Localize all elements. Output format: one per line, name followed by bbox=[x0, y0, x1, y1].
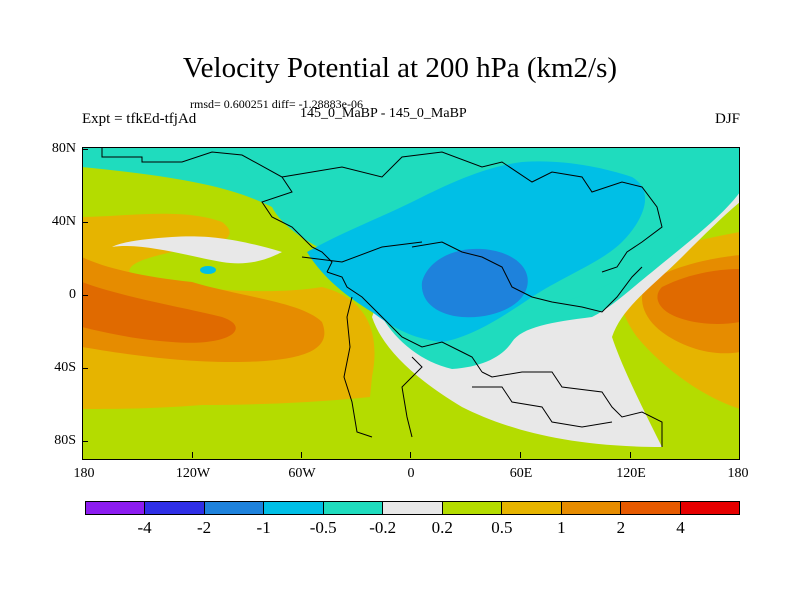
y-tick bbox=[82, 441, 88, 442]
period-label: 145_0_MaBP - 145_0_MaBP bbox=[300, 106, 467, 121]
colorbar-label: -1 bbox=[256, 518, 271, 537]
x-label-120w: 120W bbox=[175, 466, 211, 481]
field-level-minus-1 bbox=[421, 248, 528, 318]
colorbar-label: -4 bbox=[137, 518, 152, 537]
experiment-label: Expt = tfkEd-tfjAd bbox=[82, 111, 197, 127]
x-tick bbox=[301, 452, 302, 458]
colorbar-label: 0.2 bbox=[431, 518, 453, 537]
y-tick bbox=[82, 295, 88, 296]
x-label-0: 0 bbox=[407, 466, 415, 481]
y-tick bbox=[82, 149, 88, 150]
season-label: DJF bbox=[714, 111, 740, 127]
field-level-1-2-east-core bbox=[657, 269, 740, 324]
map-frame bbox=[82, 147, 740, 460]
colorbar-swatch bbox=[442, 501, 503, 515]
y-label-80n: 80N bbox=[51, 141, 76, 156]
y-label-0: 0 bbox=[69, 287, 76, 302]
y-label-80s: 80S bbox=[54, 433, 76, 448]
x-label-180-west: 180 bbox=[73, 466, 95, 481]
colorbar-label: 0.5 bbox=[491, 518, 513, 537]
plot-title: Velocity Potential at 200 hPa (km2/s) bbox=[182, 52, 618, 84]
colorbar-swatch bbox=[323, 501, 384, 515]
x-label-60e: 60E bbox=[509, 466, 533, 481]
coastlines bbox=[101, 147, 663, 447]
colorbar-swatch bbox=[85, 501, 146, 515]
colorbar bbox=[85, 501, 740, 515]
x-tick bbox=[410, 452, 411, 458]
colorbar-swatch bbox=[621, 501, 681, 515]
x-tick bbox=[192, 452, 193, 458]
field-level-minus-0.5-spot bbox=[200, 266, 216, 274]
x-tick bbox=[630, 452, 631, 458]
colorbar-swatch bbox=[383, 501, 443, 515]
colorbar-label: 1 bbox=[557, 518, 566, 537]
map-field bbox=[82, 147, 740, 460]
y-tick bbox=[82, 368, 88, 369]
x-label-60w: 60W bbox=[288, 466, 316, 481]
y-label-40s: 40S bbox=[54, 360, 76, 375]
x-tick bbox=[520, 452, 521, 458]
velocity-potential-map bbox=[82, 147, 740, 460]
field-level-1-2-west-core bbox=[82, 282, 236, 343]
y-tick bbox=[82, 222, 88, 223]
colorbar-label: 2 bbox=[616, 518, 626, 537]
colorbar-swatch bbox=[204, 501, 265, 515]
x-label-180-east: 180 bbox=[727, 466, 749, 481]
y-label-40n: 40N bbox=[51, 214, 76, 229]
colorbar-swatch bbox=[502, 501, 562, 515]
colorbar-swatch bbox=[680, 501, 740, 515]
colorbar-label: -0.5 bbox=[309, 518, 337, 537]
colorbar-swatch bbox=[264, 501, 324, 515]
colorbar-label: -2 bbox=[196, 518, 212, 537]
colorbar-swatch bbox=[561, 501, 622, 515]
field-level-neutral-tongue bbox=[112, 236, 282, 264]
colorbar-label: 4 bbox=[676, 518, 685, 537]
stats-line: rmsd= 0.600251 diff= -1.28883e-06 bbox=[190, 97, 363, 111]
colorbar-label: -0.2 bbox=[369, 518, 397, 537]
x-label-120e: 120E bbox=[616, 466, 646, 481]
colorbar-swatch bbox=[145, 501, 205, 515]
